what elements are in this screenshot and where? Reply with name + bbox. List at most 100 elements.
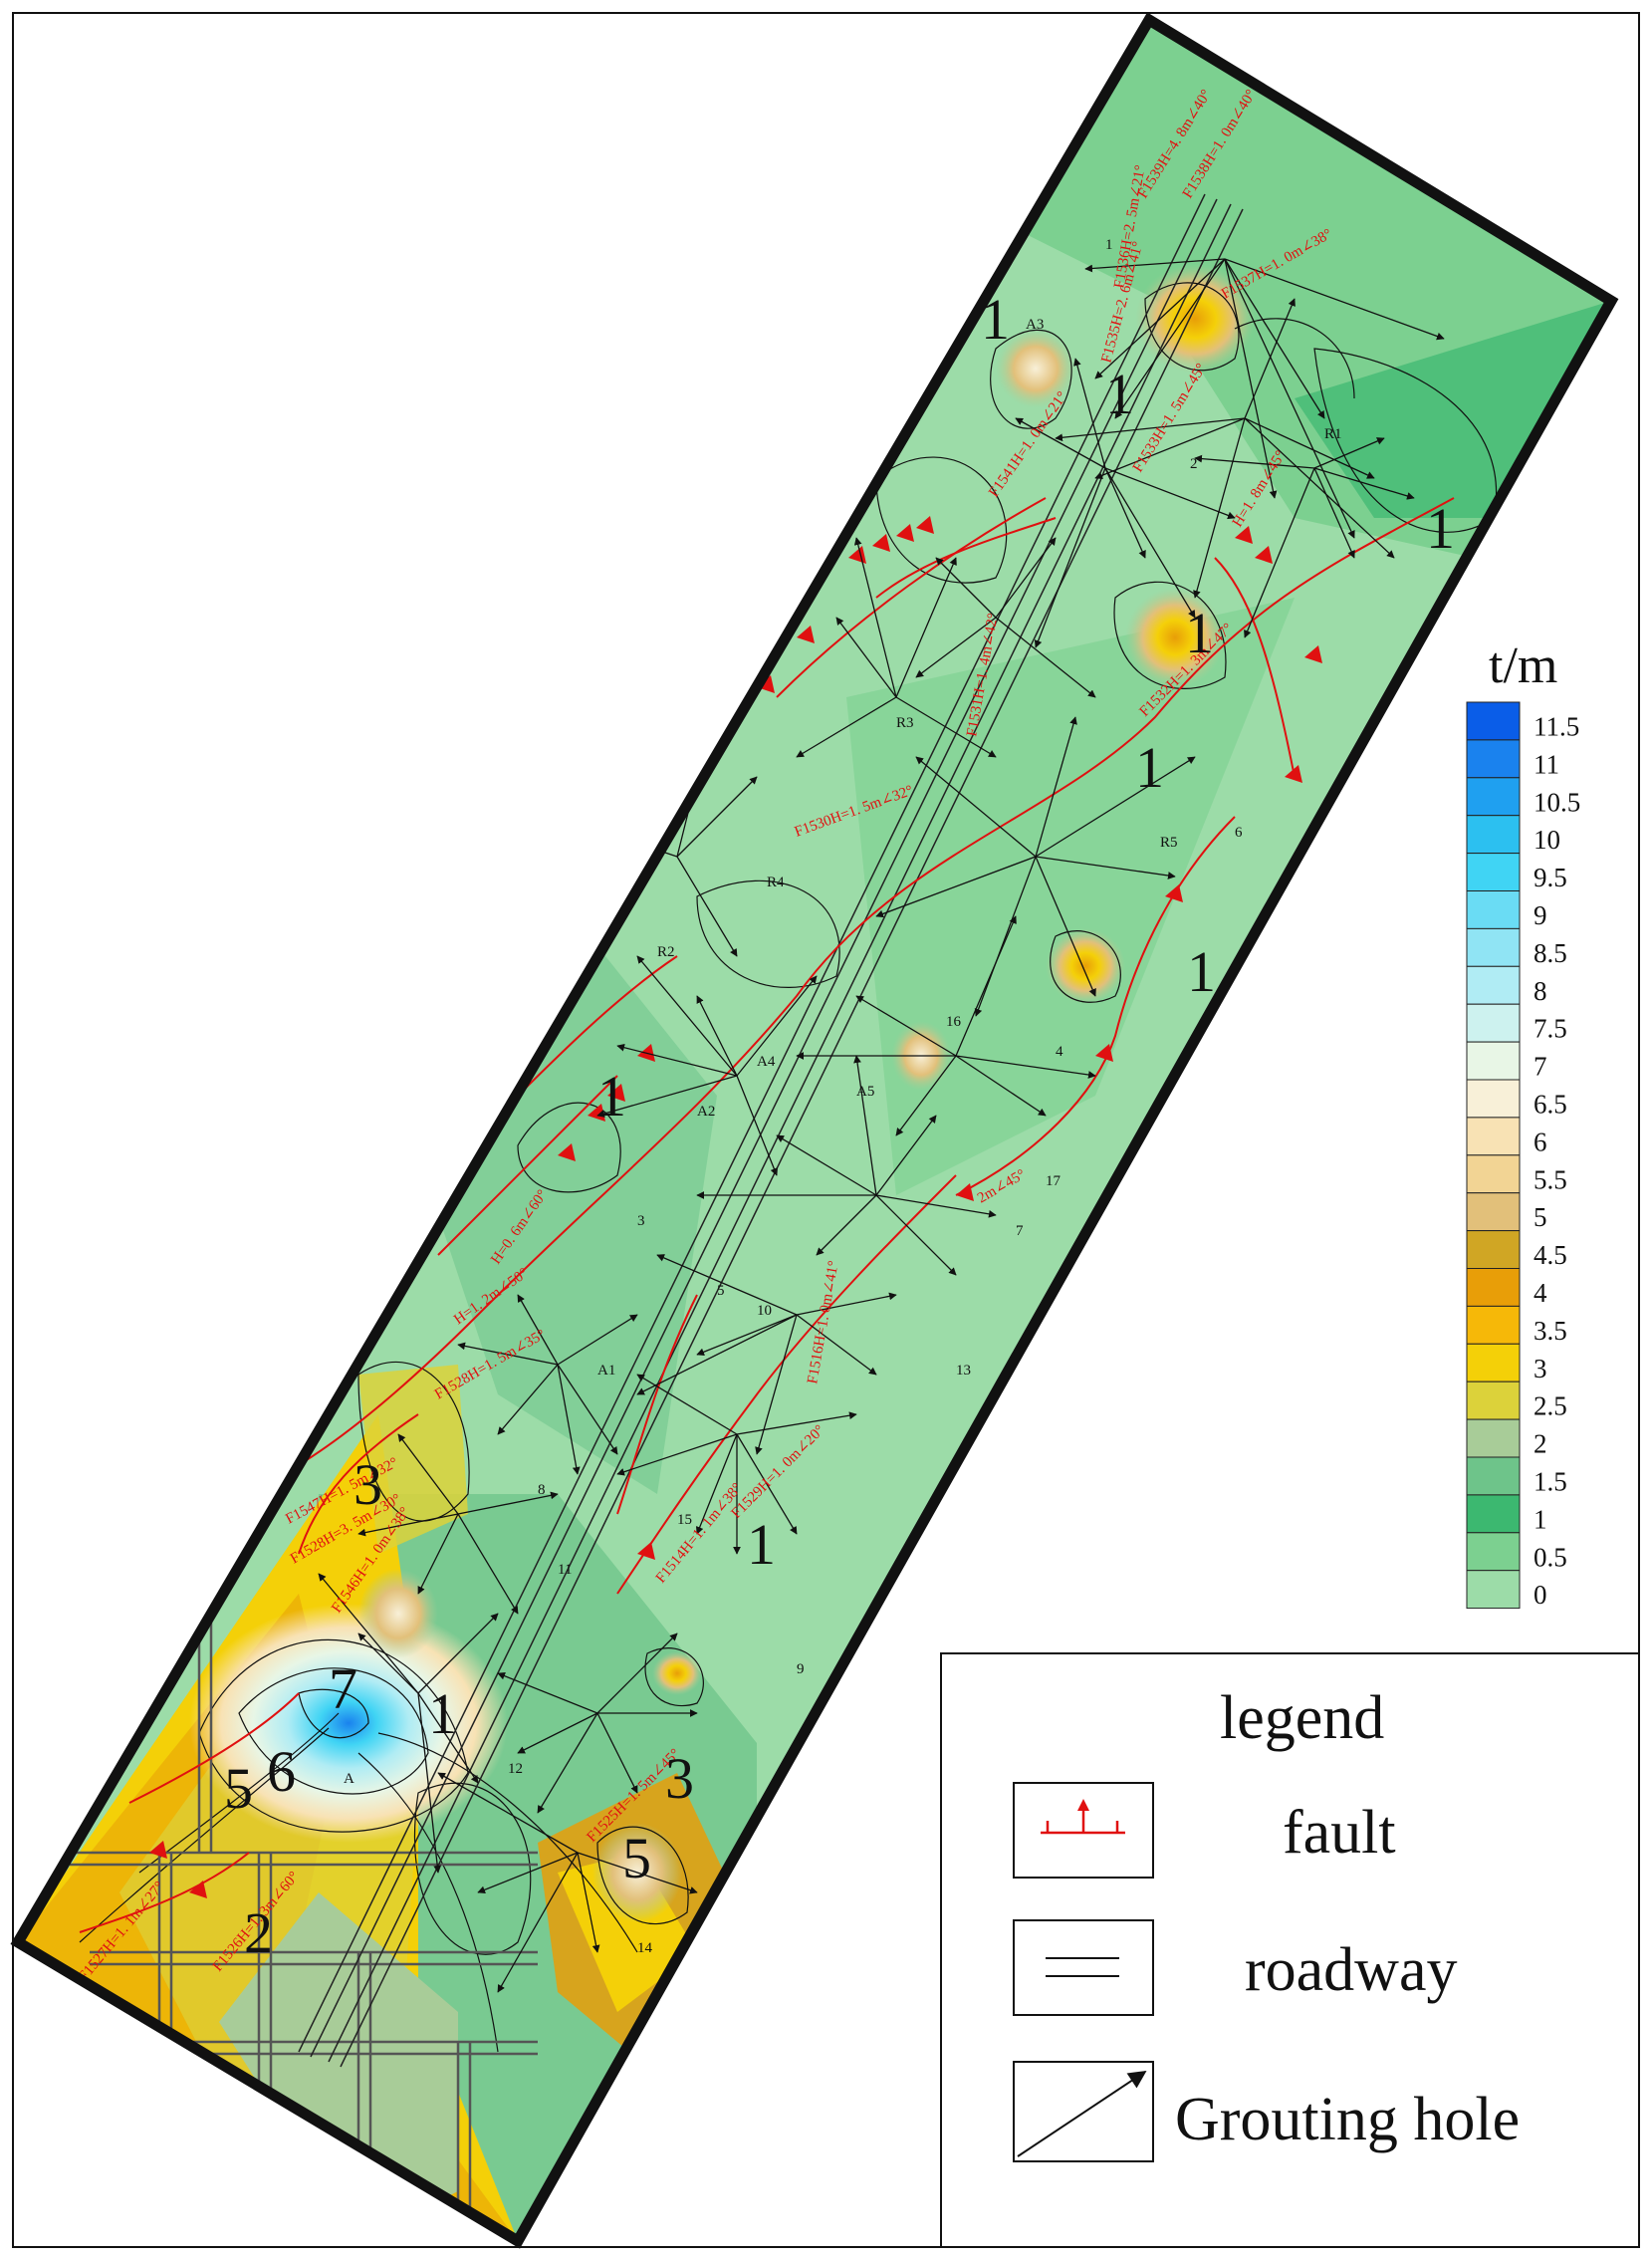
grouting-hole	[1035, 856, 1096, 997]
contour-label: 1	[1105, 362, 1134, 426]
grouting-hole	[517, 1294, 559, 1366]
colorbar-swatch	[1466, 927, 1521, 967]
colorbar-swatch	[1466, 1570, 1521, 1610]
grouting-hole	[417, 1692, 479, 1784]
hole-label: R2	[657, 944, 675, 960]
colorbar-tick-label: 8	[1534, 976, 1547, 1006]
grouting-hole	[736, 1411, 857, 1435]
panel-border	[10, 12, 1619, 2249]
contour-label: 1	[1187, 939, 1216, 1004]
grouting-hole	[736, 975, 818, 1077]
hole-label: 9	[797, 1661, 805, 1677]
grouting-hole	[596, 1075, 738, 1118]
hole-label: 15	[677, 1512, 692, 1528]
grouting-hole	[796, 1314, 877, 1376]
grouting-hole	[895, 1055, 957, 1136]
colorbar: t/m 11.51110.5109.598.587.576.565.554.54…	[1466, 637, 1580, 1610]
grouting-hole	[596, 1632, 678, 1714]
contour-label: 6	[267, 1739, 296, 1804]
colorbar-swatch	[1466, 701, 1521, 741]
grouting-hole	[1313, 467, 1355, 559]
colorbar-swatch	[1466, 1418, 1521, 1458]
grouting-hole	[457, 1513, 519, 1615]
grouting-hole	[1034, 467, 1106, 648]
hole-label: 3	[637, 1213, 645, 1229]
hole-label: 11	[558, 1562, 572, 1578]
grouting-hole	[636, 1374, 738, 1435]
hole-label: 16	[946, 1014, 962, 1030]
roadway-symbol	[1013, 1919, 1154, 2016]
grouting-hole	[656, 1254, 798, 1316]
grouting-hole	[636, 1314, 798, 1395]
colorbar-swatch	[1466, 1305, 1521, 1345]
grouting-hole	[736, 1075, 779, 1176]
grouting-holes	[318, 258, 1445, 1993]
grouting-hole	[755, 1314, 798, 1455]
colorbar-tick-label: 9.5	[1534, 863, 1567, 892]
grouting-hole	[1114, 258, 1226, 419]
grouting-hole	[616, 1043, 738, 1077]
colorbar-tick-label: 10.5	[1534, 787, 1580, 817]
hole-label: 5	[717, 1283, 725, 1299]
grouting-hole	[995, 617, 1096, 698]
hole-label: 2	[1190, 456, 1198, 472]
grouting-hole	[1244, 467, 1315, 638]
colorbar-tick-label: 2.5	[1534, 1391, 1567, 1421]
grouting-hole	[955, 1055, 1047, 1117]
grouting-hole	[955, 915, 1017, 1057]
hole-label: R3	[896, 715, 914, 731]
grouting-hole	[517, 1712, 598, 1754]
colorbar-tick-label: 3.5	[1534, 1316, 1567, 1346]
contour-label: 2	[244, 1900, 273, 1965]
grouting-hole	[695, 1433, 738, 1535]
grouting-hole	[853, 537, 897, 698]
grouting-hole	[557, 1364, 581, 1475]
grouting-hole	[816, 1194, 877, 1256]
grouting-hole	[596, 1712, 638, 1794]
hole-label: A5	[856, 1084, 874, 1100]
grouting-hole	[497, 1364, 559, 1435]
grouting-hole	[835, 617, 897, 698]
grouting-hole	[417, 1513, 459, 1595]
grouting-hole	[557, 1314, 638, 1366]
grouting-hole	[1244, 417, 1375, 479]
grouting-hole	[1224, 258, 1445, 341]
legend-label-grouting-hole: Grouting hole	[1175, 2086, 1520, 2153]
grouting-hole	[1084, 258, 1226, 273]
grouting-hole	[895, 557, 957, 698]
grouting-hole	[676, 776, 758, 858]
grouting-hole	[974, 856, 1037, 1017]
hole-label: R1	[1324, 426, 1342, 442]
colorbar-tick-label: 11.5	[1534, 711, 1579, 741]
colorbar-swatch	[1466, 815, 1521, 855]
hole-label: A4	[757, 1054, 776, 1070]
grouting-hole	[1224, 258, 1355, 539]
grouting-hole	[736, 1433, 798, 1535]
grouting-hole	[1073, 358, 1106, 469]
grouting-hole	[776, 1134, 877, 1196]
grouting-hole	[417, 1692, 442, 1874]
grouting-hole	[895, 696, 997, 758]
contour-label: 1	[1135, 735, 1164, 800]
grouting-hole	[875, 1194, 997, 1218]
grouting-hole	[853, 1055, 877, 1196]
contour-label: 1	[597, 1064, 626, 1129]
colorbar-tick-label: 1.5	[1534, 1466, 1567, 1496]
legend-item-roadway: roadway	[1013, 1919, 1457, 2016]
grouting-hole	[696, 995, 738, 1077]
grouting-hole	[1035, 856, 1176, 879]
colorbar-unit: t/m	[1489, 637, 1557, 694]
colorbar-tick-label: 6.5	[1534, 1089, 1567, 1119]
contour-label: 1	[428, 1681, 457, 1746]
legend-box: legend fault roadway Grouting hole	[940, 1652, 1640, 2248]
grouting-hole	[1244, 298, 1296, 419]
hole-label: 13	[956, 1363, 971, 1379]
colorbar-tick-label: 7.5	[1534, 1014, 1567, 1044]
grouting-hole	[497, 1671, 598, 1714]
legend-label-roadway: roadway	[1245, 1936, 1457, 2004]
grouting-hole	[1035, 756, 1196, 858]
grouting-hole	[1094, 417, 1246, 480]
hole-label: 7	[1016, 1223, 1024, 1239]
grouting-hole	[457, 1491, 559, 1515]
